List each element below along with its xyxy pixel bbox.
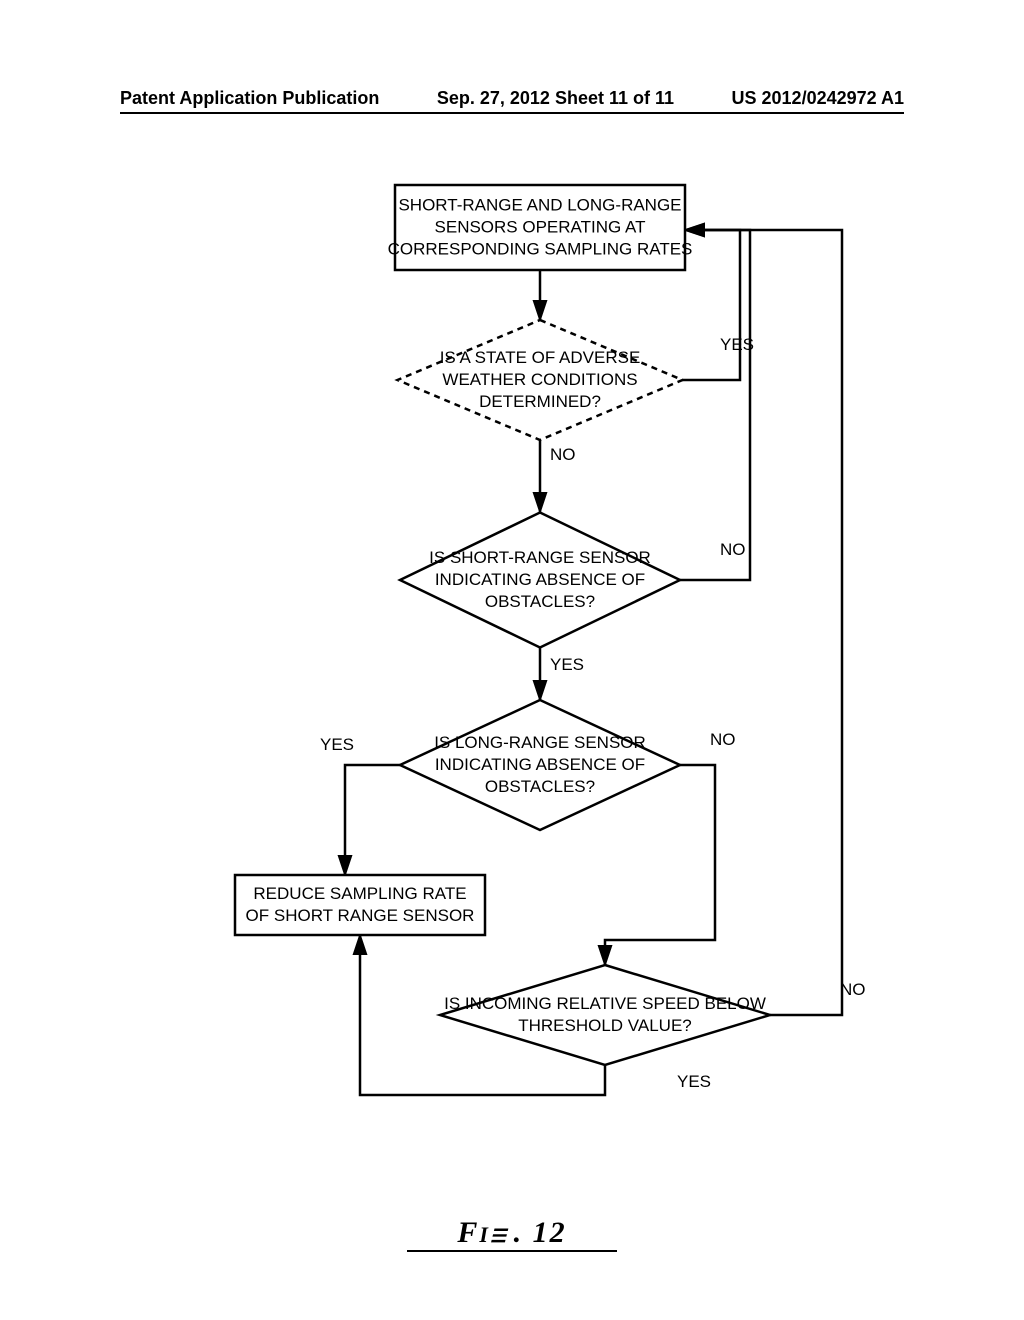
svg-text:OBSTACLES?: OBSTACLES?: [485, 592, 595, 611]
svg-text:CORRESPONDING SAMPLING RATES: CORRESPONDING SAMPLING RATES: [388, 240, 693, 259]
svg-text:THRESHOLD VALUE?: THRESHOLD VALUE?: [518, 1016, 692, 1035]
header-divider: [120, 112, 904, 114]
flowchart-svg: NOYESYESNOYESNOYESNOSHORT-RANGE AND LONG…: [120, 175, 904, 1225]
svg-text:YES: YES: [677, 1072, 711, 1091]
svg-text:NO: NO: [550, 445, 576, 464]
header-left: Patent Application Publication: [120, 88, 379, 109]
svg-text:SENSORS OPERATING AT: SENSORS OPERATING AT: [435, 218, 646, 237]
svg-text:NO: NO: [720, 540, 746, 559]
svg-text:SHORT-RANGE AND LONG-RANGE: SHORT-RANGE AND LONG-RANGE: [398, 196, 681, 215]
figure-underline: [407, 1250, 617, 1252]
svg-text:INDICATING ABSENCE OF: INDICATING ABSENCE OF: [435, 755, 645, 774]
svg-text:YES: YES: [320, 735, 354, 754]
svg-text:IS A STATE OF ADVERSE: IS A STATE OF ADVERSE: [440, 348, 641, 367]
svg-text:IS LONG-RANGE SENSOR: IS LONG-RANGE SENSOR: [434, 733, 646, 752]
header-center: Sep. 27, 2012 Sheet 11 of 11: [437, 88, 674, 109]
svg-text:IS SHORT-RANGE SENSOR: IS SHORT-RANGE SENSOR: [429, 548, 651, 567]
flowchart-container: NOYESYESNOYESNOYESNOSHORT-RANGE AND LONG…: [120, 175, 904, 1225]
svg-text:OF SHORT RANGE SENSOR: OF SHORT RANGE SENSOR: [246, 906, 475, 925]
svg-text:IS INCOMING RELATIVE SPEED BEL: IS INCOMING RELATIVE SPEED BELOW: [444, 994, 766, 1013]
header-right: US 2012/0242972 A1: [732, 88, 904, 109]
figure-label: FI☰ . 12: [457, 1216, 566, 1250]
svg-text:INDICATING ABSENCE OF: INDICATING ABSENCE OF: [435, 570, 645, 589]
svg-text:DETERMINED?: DETERMINED?: [479, 392, 601, 411]
svg-text:WEATHER CONDITIONS: WEATHER CONDITIONS: [442, 370, 637, 389]
svg-text:NO: NO: [840, 980, 866, 999]
svg-text:REDUCE SAMPLING RATE: REDUCE SAMPLING RATE: [253, 884, 466, 903]
svg-text:OBSTACLES?: OBSTACLES?: [485, 777, 595, 796]
svg-text:NO: NO: [710, 730, 736, 749]
svg-text:YES: YES: [550, 655, 584, 674]
